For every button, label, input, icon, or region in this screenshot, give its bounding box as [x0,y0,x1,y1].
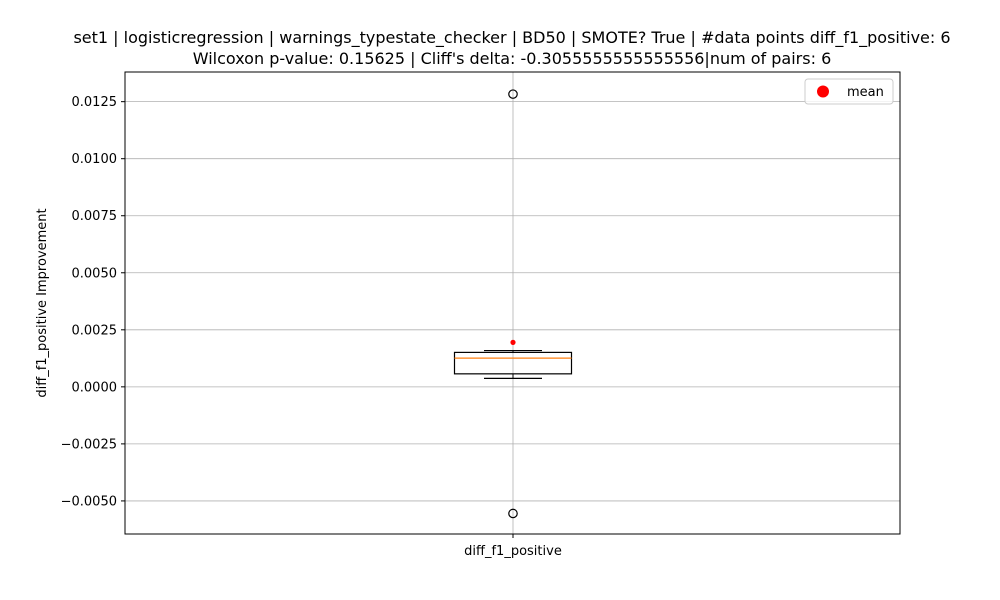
plot-area [453,89,573,519]
y-tick-label: −0.0050 [61,494,117,509]
chart-title-line1: set1 | logisticregression | warnings_typ… [73,28,950,48]
x-tick-label: diff_f1_positive [464,544,562,559]
iqr-box [453,351,573,375]
grid [125,72,900,534]
y-tick-label: 0.0125 [72,95,118,110]
mean-marker [510,339,516,345]
y-axis-label: diff_f1_positive Improvement [35,208,50,397]
y-tick-label: −0.0025 [61,437,117,452]
outlier-point [508,508,518,519]
y-axis: −0.0050 −0.0025 0.0000 0.0025 0.0050 0.0075 0.… [61,95,125,509]
y-tick-label: 0.0050 [72,266,118,281]
legend-box [804,78,894,105]
y-tick-label: 0.0025 [72,323,118,338]
y-tick-label: 0.0100 [72,152,118,167]
outlier-point [508,89,518,99]
y-tick-label: 0.0075 [72,209,118,224]
legend-mean-marker [817,85,829,98]
legend: mean [804,78,894,105]
legend-mean-label: mean [847,85,884,100]
x-axis: diff_f1_positive [464,534,562,559]
chart-title-line2: Wilcoxon p-value: 0.15625 | Cliff's delt… [193,49,832,68]
y-tick-label: 0.0000 [72,380,118,395]
